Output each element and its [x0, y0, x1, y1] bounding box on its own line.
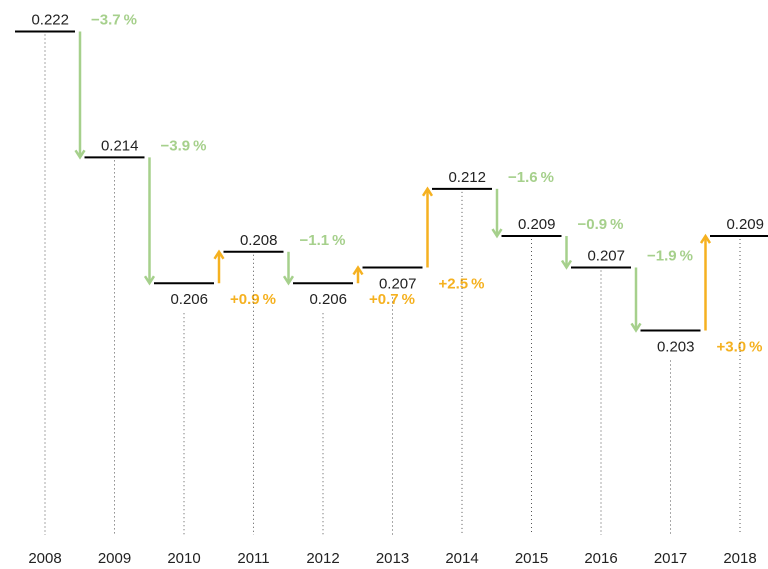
arrow-head [213, 249, 225, 260]
year-label: 2013 [376, 550, 409, 567]
value-label: 0.207 [587, 248, 625, 265]
change-label: −3.7 % [91, 11, 137, 28]
value-label: 0.222 [31, 11, 69, 28]
value-label: 0.214 [101, 137, 139, 154]
year-label: 2018 [723, 550, 756, 567]
arrow-head [491, 228, 503, 239]
change-label: −3.9 % [161, 137, 207, 154]
arrow-head [699, 233, 712, 244]
change-label: +0.7 % [369, 291, 415, 308]
year-label: 2008 [28, 550, 61, 567]
year-label: 2011 [237, 550, 269, 567]
arrow-head [630, 322, 642, 333]
arrow-head [421, 186, 434, 197]
arrow-head [74, 149, 86, 160]
year-label: 2010 [167, 550, 200, 567]
year-label: 2015 [515, 550, 548, 567]
change-label: −1.1 % [300, 232, 346, 249]
value-label: 0.206 [170, 291, 208, 308]
arrow-head [282, 275, 295, 286]
value-label: 0.203 [657, 338, 695, 355]
arrow-head [352, 265, 364, 276]
change-label: −0.9 % [578, 216, 624, 233]
value-label: 0.209 [518, 216, 556, 233]
change-label: −1.9 % [647, 248, 693, 265]
arrow-head [143, 275, 156, 286]
year-label: 2016 [584, 550, 617, 567]
value-label: 0.212 [448, 169, 486, 186]
value-label: 0.207 [379, 276, 417, 293]
change-label: +2.5 % [439, 276, 485, 293]
change-label: −1.6 % [508, 169, 554, 186]
year-label: 2009 [98, 550, 131, 567]
value-label: 0.209 [726, 216, 764, 233]
change-label: +3.0 % [717, 338, 763, 355]
arrow-head [560, 259, 573, 270]
change-label: +0.9 % [230, 291, 276, 308]
value-label: 0.208 [240, 232, 278, 249]
year-label: 2012 [306, 550, 339, 567]
value-label: 0.206 [309, 291, 347, 308]
year-label: 2014 [445, 550, 478, 567]
year-label: 2017 [654, 550, 687, 567]
